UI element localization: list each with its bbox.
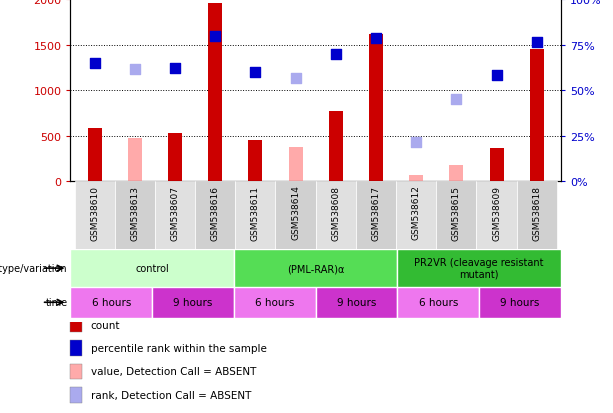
Point xyxy=(532,39,542,46)
Bar xyxy=(195,182,235,250)
Bar xyxy=(155,182,195,250)
Bar xyxy=(396,182,436,250)
Point xyxy=(331,51,341,58)
Bar xyxy=(397,287,479,318)
Bar xyxy=(115,182,155,250)
Bar xyxy=(409,176,423,182)
Point xyxy=(371,36,381,43)
Text: time: time xyxy=(45,297,67,308)
Point xyxy=(251,69,261,76)
Bar xyxy=(275,182,316,250)
Text: 6 hours: 6 hours xyxy=(255,297,294,308)
Bar xyxy=(329,112,343,182)
Text: PR2VR (cleavage resistant
mutant): PR2VR (cleavage resistant mutant) xyxy=(414,258,544,279)
Text: value, Detection Call = ABSENT: value, Detection Call = ABSENT xyxy=(91,367,256,377)
Text: 9 hours: 9 hours xyxy=(337,297,376,308)
Text: GSM538610: GSM538610 xyxy=(90,185,99,240)
Bar xyxy=(70,340,82,356)
Bar xyxy=(530,50,544,182)
Text: (PML-RAR)α: (PML-RAR)α xyxy=(287,263,345,273)
Bar xyxy=(168,133,182,182)
Bar xyxy=(235,182,275,250)
Bar xyxy=(208,4,223,182)
Point xyxy=(170,66,180,72)
Point xyxy=(291,76,300,82)
Bar xyxy=(449,165,463,182)
Text: count: count xyxy=(91,320,120,330)
Bar xyxy=(356,182,396,250)
Text: genotype/variation: genotype/variation xyxy=(0,263,67,273)
Text: GSM538608: GSM538608 xyxy=(331,185,340,240)
Text: GSM538612: GSM538612 xyxy=(412,185,421,240)
Text: 6 hours: 6 hours xyxy=(419,297,458,308)
Bar xyxy=(476,182,517,250)
Bar xyxy=(234,250,397,287)
Text: 9 hours: 9 hours xyxy=(173,297,213,308)
Bar xyxy=(128,139,142,182)
Bar xyxy=(70,317,82,332)
Bar xyxy=(70,387,82,403)
Point xyxy=(411,139,421,146)
Text: rank, Detection Call = ABSENT: rank, Detection Call = ABSENT xyxy=(91,390,251,400)
Text: GSM538607: GSM538607 xyxy=(170,185,180,240)
Bar xyxy=(316,287,397,318)
Bar xyxy=(70,364,82,380)
Point xyxy=(210,34,220,40)
Bar xyxy=(517,182,557,250)
Point xyxy=(452,97,462,103)
Text: GSM538614: GSM538614 xyxy=(291,185,300,240)
Text: percentile rank within the sample: percentile rank within the sample xyxy=(91,343,267,353)
Point xyxy=(89,60,99,67)
Bar xyxy=(70,250,234,287)
Bar xyxy=(490,149,504,182)
Text: GSM538617: GSM538617 xyxy=(371,185,381,240)
Text: GSM538613: GSM538613 xyxy=(131,185,139,240)
Text: GSM538609: GSM538609 xyxy=(492,185,501,240)
Text: GSM538611: GSM538611 xyxy=(251,185,260,240)
Text: 6 hours: 6 hours xyxy=(92,297,131,308)
Bar xyxy=(88,129,102,182)
Text: GSM538616: GSM538616 xyxy=(211,185,219,240)
Bar xyxy=(369,35,383,182)
Bar xyxy=(289,147,303,182)
Bar xyxy=(316,182,356,250)
Bar xyxy=(248,141,262,182)
Point xyxy=(492,72,501,79)
Bar xyxy=(397,250,561,287)
Text: GSM538618: GSM538618 xyxy=(532,185,541,240)
Bar xyxy=(152,287,234,318)
Bar xyxy=(234,287,316,318)
Text: 9 hours: 9 hours xyxy=(500,297,539,308)
Text: control: control xyxy=(135,263,169,273)
Bar xyxy=(479,287,561,318)
Bar xyxy=(436,182,476,250)
Bar xyxy=(70,287,152,318)
Bar xyxy=(75,182,115,250)
Text: GSM538615: GSM538615 xyxy=(452,185,461,240)
Point xyxy=(130,66,140,73)
